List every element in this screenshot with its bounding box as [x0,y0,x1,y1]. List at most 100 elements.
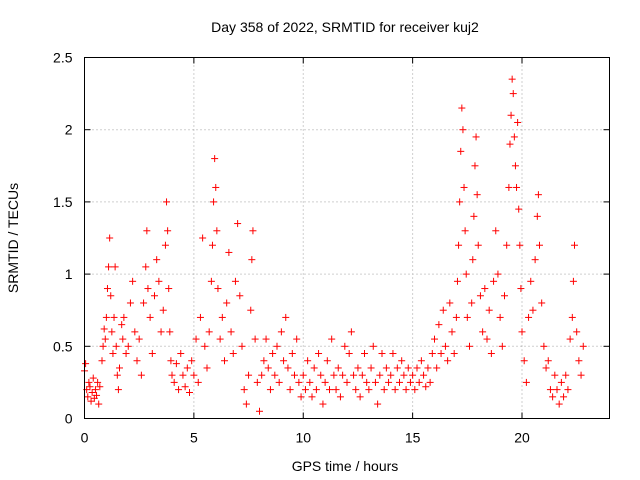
data-point [494,270,502,278]
data-point [319,400,327,408]
data-point [369,342,377,350]
data-point [361,350,368,358]
data-point [409,371,417,379]
data-point [131,328,139,336]
data-point [358,371,366,379]
data-point [522,378,530,386]
data-point [426,378,434,386]
data-point [382,364,390,372]
data-point [371,378,379,386]
data-point [413,364,421,372]
data-point [102,313,110,321]
data-point [462,270,470,278]
data-point [538,299,546,307]
data-point [529,306,537,314]
data-point [213,227,221,235]
data-point [544,357,552,365]
data-point [476,292,484,300]
data-point [376,371,384,379]
data-point [101,335,109,343]
data-point [424,364,432,372]
data-point [511,162,519,170]
data-point [110,313,118,321]
data-point [404,364,412,372]
data-point [129,277,137,285]
data-point [262,335,270,343]
y-tick-label: 0.5 [53,338,73,354]
data-point [336,393,344,401]
data-point [190,371,198,379]
data-point [356,393,364,401]
data-point [396,378,403,386]
data-point [277,328,285,336]
data-point [551,371,559,379]
data-point [459,126,467,134]
data-point [124,342,132,350]
data-point [517,285,525,293]
x-tick-label: 0 [81,430,89,446]
data-point [448,328,456,336]
data-point [577,371,585,379]
data-point [168,371,176,379]
data-point [157,328,165,336]
data-point [144,285,152,293]
data-point [472,133,480,141]
data-point [103,285,111,293]
data-point [312,386,320,394]
data-point [469,256,477,264]
data-point [527,277,535,285]
data-point [562,371,570,379]
data-point [201,342,209,350]
data-point [192,335,200,343]
data-point [433,364,441,372]
data-point [107,292,115,300]
data-point [463,313,471,321]
data-point [236,292,244,300]
data-point [94,378,102,386]
data-points [81,75,587,415]
y-tick-label: 1 [65,266,73,282]
data-point [248,256,256,264]
data-point [514,118,522,126]
x-axis-title: GPS time / hours [292,458,399,474]
data-point [513,183,521,191]
data-point [343,378,351,386]
data-point [148,350,156,358]
x-tick-label: 15 [405,430,421,446]
data-point [275,378,283,386]
data-point [175,386,183,394]
data-point [485,306,493,314]
data-point [531,256,539,264]
data-point [199,234,207,242]
x-tick-labels: 0 5 10 15 20 [81,430,530,446]
data-point [510,133,518,141]
data-point [435,321,443,329]
data-point [536,241,543,249]
data-point [506,140,514,148]
data-point [546,386,554,394]
data-point [341,342,349,350]
data-point [181,383,189,391]
data-point [109,350,117,358]
data-point [575,357,583,365]
data-point [323,357,331,365]
data-point [453,277,461,285]
data-point [135,335,143,343]
data-point [308,393,316,401]
data-point [458,104,466,112]
data-point [460,183,468,191]
data-point [354,364,362,372]
data-point [218,313,226,321]
grid [84,57,610,419]
data-point [363,378,371,386]
data-point [492,227,500,235]
y-tick-label: 1.5 [53,194,73,210]
data-point [165,285,173,293]
data-point [183,364,191,372]
data-point [573,328,581,336]
data-point [374,400,382,408]
data-point [146,313,154,321]
data-point [96,383,104,391]
data-point [256,407,263,415]
